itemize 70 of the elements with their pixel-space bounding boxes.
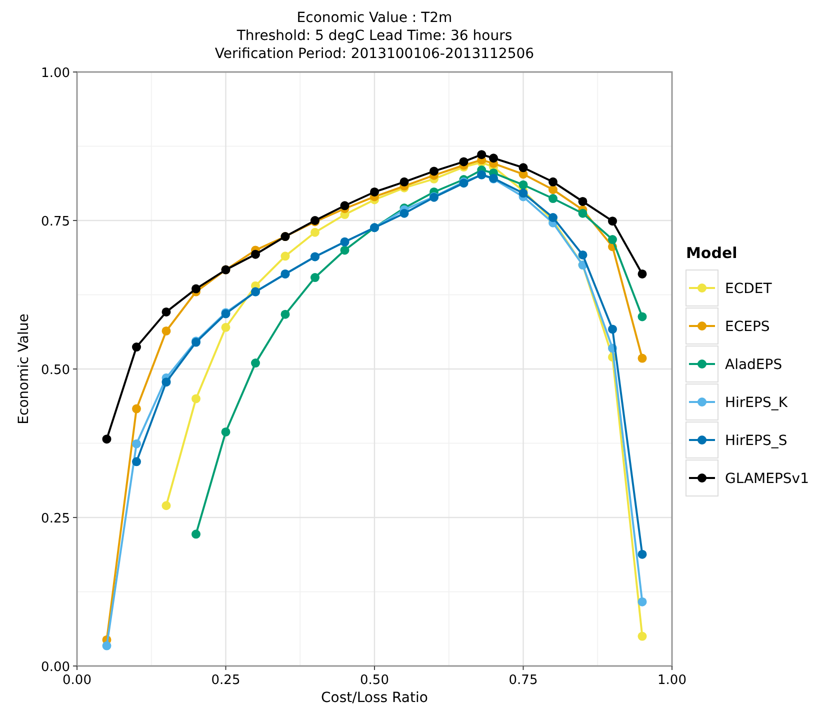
- point: [548, 185, 558, 194]
- point: [608, 216, 617, 226]
- point: [132, 404, 141, 414]
- x-tick-label: 0.25: [211, 673, 240, 688]
- point: [132, 342, 141, 352]
- point: [638, 597, 647, 606]
- point: [221, 322, 230, 332]
- point: [608, 324, 617, 334]
- point: [400, 177, 409, 186]
- point: [638, 550, 647, 559]
- point: [162, 501, 171, 510]
- point: [132, 457, 141, 466]
- point: [518, 163, 528, 172]
- point: [192, 530, 200, 539]
- point: [578, 250, 588, 260]
- point: [489, 154, 498, 163]
- point: [459, 157, 468, 166]
- y-tick-label: 0.00: [41, 660, 70, 675]
- point: [221, 427, 230, 436]
- point: [400, 208, 409, 218]
- point: [340, 201, 350, 210]
- point: [638, 354, 647, 363]
- point: [192, 394, 200, 404]
- point: [192, 284, 200, 294]
- point: [608, 235, 617, 244]
- legend-title: Model: [686, 244, 738, 262]
- point: [251, 250, 260, 259]
- legend-label: GLAMEPSv1: [725, 471, 809, 487]
- point: [518, 188, 528, 198]
- point: [310, 228, 320, 237]
- chart-title: Economic Value : T2m: [296, 10, 452, 26]
- point: [638, 632, 647, 641]
- legend-label: ECEPS: [725, 319, 770, 335]
- point: [162, 378, 171, 387]
- point: [548, 213, 558, 222]
- point: [638, 312, 647, 322]
- x-tick-label: 0.75: [508, 673, 538, 688]
- y-tick-label: 0.25: [41, 512, 70, 526]
- point: [638, 269, 647, 278]
- legend-label: AladEPS: [725, 357, 782, 373]
- point: [548, 194, 558, 204]
- point: [430, 166, 438, 176]
- point: [477, 150, 486, 160]
- legend-label: HirEPS_K: [725, 395, 788, 411]
- point: [578, 196, 588, 206]
- point: [280, 252, 290, 261]
- point: [578, 208, 588, 218]
- legend-label: HirEPS_S: [725, 433, 788, 449]
- point: [370, 187, 379, 196]
- x-tick-label: 0.50: [360, 673, 389, 688]
- x-axis-title: Cost/Loss Ratio: [321, 690, 428, 706]
- point: [162, 326, 171, 336]
- y-tick-label: 0.75: [41, 214, 70, 230]
- point: [132, 439, 141, 448]
- point: [102, 434, 112, 444]
- point: [310, 273, 320, 282]
- point: [102, 641, 112, 650]
- y-tick-label: 0.50: [41, 363, 70, 378]
- legend-label: ECDET: [725, 281, 772, 297]
- point: [548, 177, 558, 186]
- x-tick-label: 0.00: [62, 673, 92, 688]
- y-axis-title: Economic Value: [16, 314, 32, 424]
- x-tick-label: 1.00: [658, 673, 686, 688]
- point: [162, 307, 171, 316]
- point: [340, 246, 350, 255]
- point: [280, 310, 290, 319]
- point: [251, 358, 260, 368]
- chart-subtitle: Threshold: 5 degC Lead Time: 36 hours Verification Period: 2013100106-2013112506: [214, 28, 534, 62]
- point: [518, 180, 528, 190]
- y-tick-label: 1.00: [41, 66, 70, 81]
